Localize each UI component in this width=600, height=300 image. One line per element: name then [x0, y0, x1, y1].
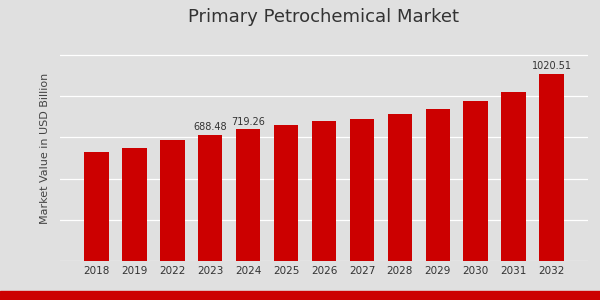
- Bar: [236, 129, 260, 261]
- Bar: [160, 140, 185, 261]
- Bar: [350, 118, 374, 261]
- Bar: [388, 114, 412, 261]
- Bar: [502, 92, 526, 261]
- Text: 1020.51: 1020.51: [532, 61, 572, 71]
- Y-axis label: Market Value in USD Billion: Market Value in USD Billion: [40, 73, 50, 224]
- Bar: [198, 134, 223, 261]
- Bar: [84, 152, 109, 261]
- Bar: [463, 101, 488, 261]
- Bar: [274, 125, 298, 261]
- Text: 688.48: 688.48: [193, 122, 227, 132]
- Text: 719.26: 719.26: [231, 117, 265, 127]
- Bar: [539, 74, 564, 261]
- Title: Primary Petrochemical Market: Primary Petrochemical Market: [188, 8, 460, 26]
- Bar: [425, 109, 450, 261]
- Bar: [311, 122, 337, 261]
- Bar: [122, 148, 146, 261]
